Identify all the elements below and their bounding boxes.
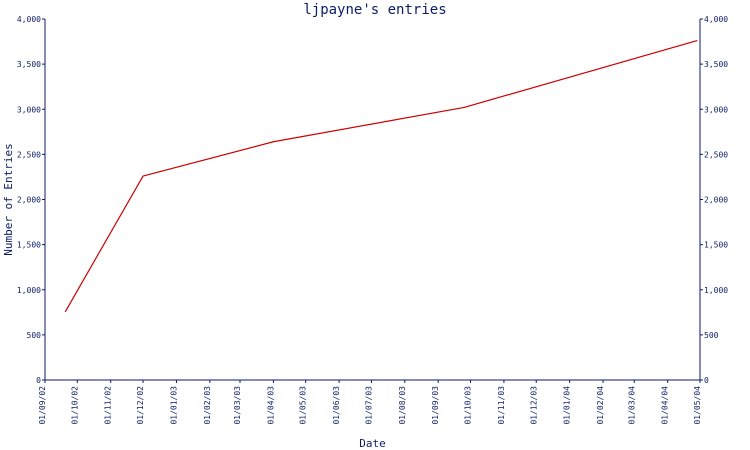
y-tick-right-label: 1,500 [704,241,728,250]
x-tick-label: 01/07/03 [364,386,373,425]
x-tick-label: 01/02/03 [203,386,212,425]
x-tick-label: 01/03/03 [233,386,242,425]
series-line [64,40,698,313]
x-tick-label: 01/03/04 [627,386,636,425]
x-tick-label: 01/01/03 [169,386,178,425]
x-tick-label: 01/12/03 [529,386,538,425]
x-tick-label: 01/09/03 [431,386,440,425]
y-tick-left-label: 3,500 [17,60,41,69]
x-tick-label: 01/10/02 [70,386,79,425]
y-tick-left-label: 1,500 [17,241,41,250]
x-tick-label: 01/08/03 [398,386,407,425]
series-layer [64,40,698,313]
y-tick-right-label: 3,500 [704,60,728,69]
y-tick-right-label: 0 [704,376,709,385]
x-tick-label: 01/12/02 [136,386,145,425]
x-tick-label: 01/11/03 [497,386,506,425]
x-tick-label: 01/05/04 [693,386,702,425]
y-tick-right-label: 3,000 [704,105,728,114]
x-tick-label: 01/04/04 [661,386,670,425]
y-tick-right-label: 2,000 [704,196,728,205]
x-tick-label: 01/02/04 [596,386,605,425]
x-tick-label: 01/09/02 [38,386,47,425]
y-tick-left-label: 2,500 [17,150,41,159]
y-tick-left-label: 4,000 [17,15,41,24]
y-tick-left-label: 2,000 [17,196,41,205]
y-tick-left-label: 3,000 [17,105,41,114]
x-tick-label: 01/06/03 [332,386,341,425]
x-tick-label: 01/11/02 [104,386,113,425]
x-tick-label: 01/05/03 [299,386,308,425]
axes-layer [44,19,701,381]
chart-title: ljpayne's entries [303,2,446,18]
y-tick-left-label: 1,000 [17,286,41,295]
y-axis-label: Number of Entries [2,143,15,256]
y-tick-left-label: 0 [36,376,41,385]
ticks-layer: 0 0 500 500 1,000 1,000 1,500 1,500 2,000 2,000 2,… [17,15,728,425]
x-tick-label: 01/01/04 [563,386,572,425]
y-tick-right-label: 4,000 [704,15,728,24]
y-tick-left-label: 500 [27,331,42,340]
x-tick-label: 01/04/03 [266,386,275,425]
x-tick-label: 01/10/03 [464,386,473,425]
x-axis-label: Date [359,437,386,450]
y-tick-right-label: 500 [704,331,719,340]
y-tick-right-label: 1,000 [704,286,728,295]
y-tick-right-label: 2,500 [704,150,728,159]
